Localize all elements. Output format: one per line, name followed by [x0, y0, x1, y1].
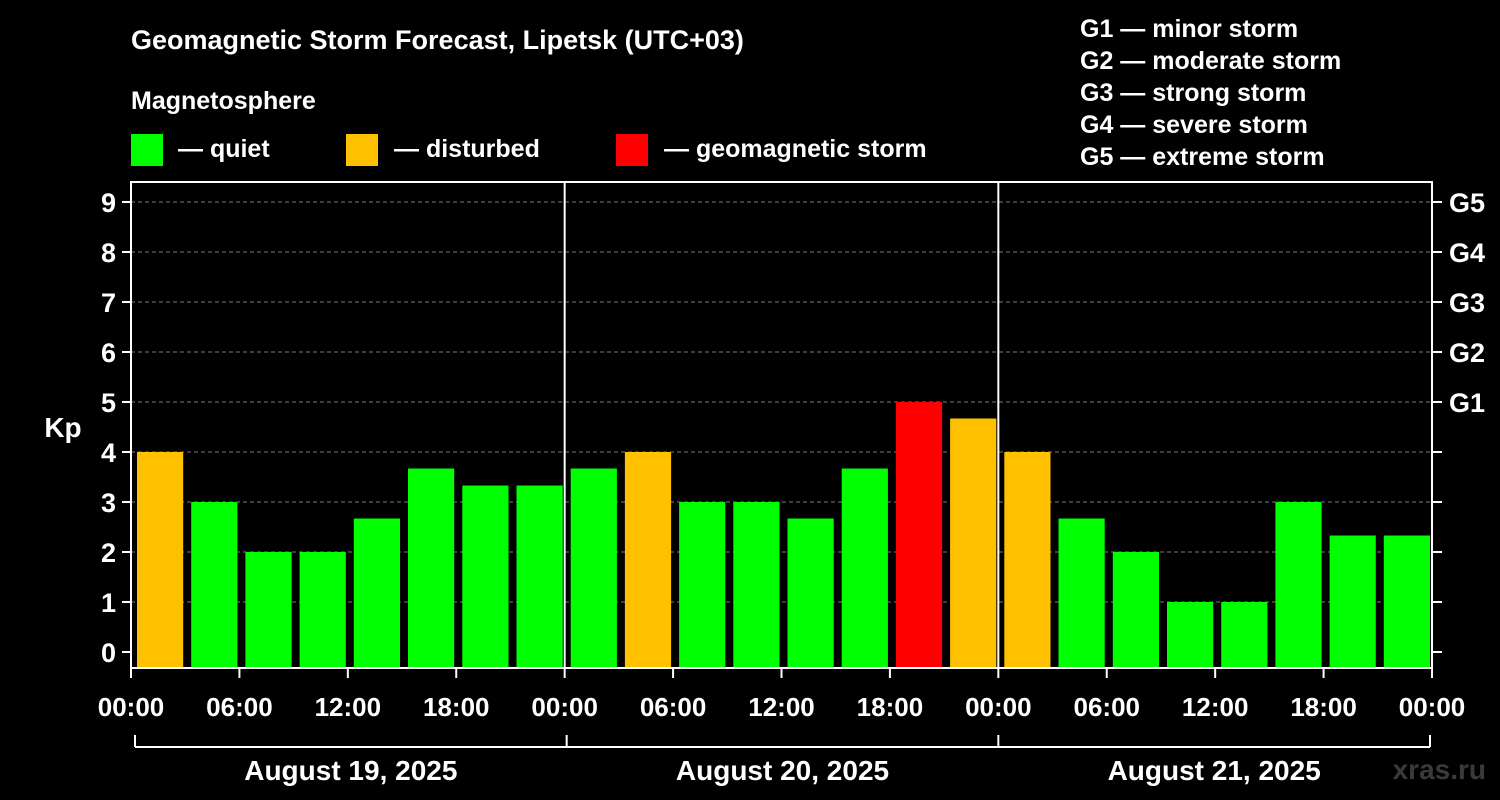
day-label-1: August 19, 2025 — [244, 755, 457, 786]
y-tick-label-9: 9 — [101, 188, 116, 218]
x-tick-label-5: 06:00 — [640, 692, 707, 722]
kp-bar-2 — [191, 502, 238, 668]
y-tick-label-7: 7 — [101, 288, 116, 318]
x-tick-label-1: 06:00 — [206, 692, 273, 722]
y-tick-label-1: 1 — [101, 588, 116, 618]
kp-bar-13 — [787, 518, 834, 668]
x-tick-label-10: 12:00 — [1182, 692, 1249, 722]
x-tick-label-2: 12:00 — [315, 692, 382, 722]
g-scale-g4: G4 — severe storm — [1080, 111, 1308, 139]
kp-bar-23 — [1329, 535, 1376, 668]
g-scale-g3: G3 — strong storm — [1080, 79, 1306, 107]
g-level-label-g3: G3 — [1449, 288, 1485, 318]
kp-bar-21 — [1221, 602, 1268, 668]
g-level-label-g5: G5 — [1449, 188, 1485, 218]
y-tick-label-6: 6 — [101, 338, 116, 368]
legend-swatch-storm — [616, 134, 648, 166]
kp-bar-22 — [1275, 502, 1322, 668]
kp-bar-24 — [1383, 535, 1430, 668]
x-tick-label-8: 00:00 — [965, 692, 1032, 722]
y-tick-label-4: 4 — [101, 438, 116, 468]
kp-bar-11 — [679, 502, 726, 668]
day-label-3: August 21, 2025 — [1108, 755, 1321, 786]
y-tick-label-5: 5 — [101, 388, 116, 418]
g-level-label-g4: G4 — [1449, 238, 1485, 268]
g-scale-g1: G1 — minor storm — [1080, 15, 1298, 43]
kp-bar-17 — [1004, 452, 1051, 668]
x-tick-label-4: 00:00 — [531, 692, 598, 722]
x-tick-label-0: 00:00 — [98, 692, 165, 722]
x-tick-label-7: 18:00 — [857, 692, 924, 722]
g-level-label-g2: G2 — [1449, 338, 1485, 368]
g-scale-g2: G2 — moderate storm — [1080, 47, 1341, 75]
watermark: xras.ru — [1393, 754, 1486, 785]
kp-bar-6 — [408, 468, 455, 668]
legend-swatch-disturbed — [346, 134, 378, 166]
kp-bar-16 — [950, 418, 997, 668]
legend-label-quiet: — quiet — [178, 135, 270, 163]
kp-bar-20 — [1167, 602, 1214, 668]
chart-title: Geomagnetic Storm Forecast, Lipetsk (UTC… — [131, 25, 744, 55]
g-scale-g5: G5 — extreme storm — [1080, 143, 1325, 171]
kp-bar-10 — [624, 452, 672, 668]
x-tick-label-11: 18:00 — [1290, 692, 1357, 722]
kp-bar-8 — [516, 485, 563, 668]
kp-bar-4 — [299, 552, 346, 668]
g-level-label-g1: G1 — [1449, 388, 1485, 418]
x-tick-label-3: 18:00 — [423, 692, 490, 722]
y-tick-label-0: 0 — [101, 638, 116, 668]
kp-bar-14 — [841, 468, 888, 668]
kp-bar-9 — [570, 468, 617, 668]
day-label-2: August 20, 2025 — [676, 755, 889, 786]
kp-bar-19 — [1112, 552, 1159, 668]
legend-label-disturbed: — disturbed — [394, 135, 540, 163]
kp-bar-12 — [733, 502, 780, 668]
kp-bar-3 — [245, 552, 292, 668]
kp-bar-18 — [1058, 518, 1105, 668]
y-tick-label-3: 3 — [101, 488, 116, 518]
legend-label-storm: — geomagnetic storm — [664, 135, 927, 163]
kp-bar-5 — [353, 518, 400, 668]
x-tick-label-9: 06:00 — [1074, 692, 1141, 722]
legend-swatch-quiet — [131, 134, 163, 166]
kp-bar-7 — [462, 485, 509, 668]
y-axis-label: Kp — [44, 412, 81, 443]
y-tick-label-2: 2 — [101, 538, 116, 568]
x-tick-label-6: 12:00 — [748, 692, 815, 722]
x-tick-label-12: 00:00 — [1399, 692, 1466, 722]
kp-bar-1 — [137, 452, 184, 668]
y-tick-label-8: 8 — [101, 238, 116, 268]
magnetosphere-label: Magnetosphere — [131, 87, 316, 115]
kp-bar-15 — [895, 402, 943, 668]
